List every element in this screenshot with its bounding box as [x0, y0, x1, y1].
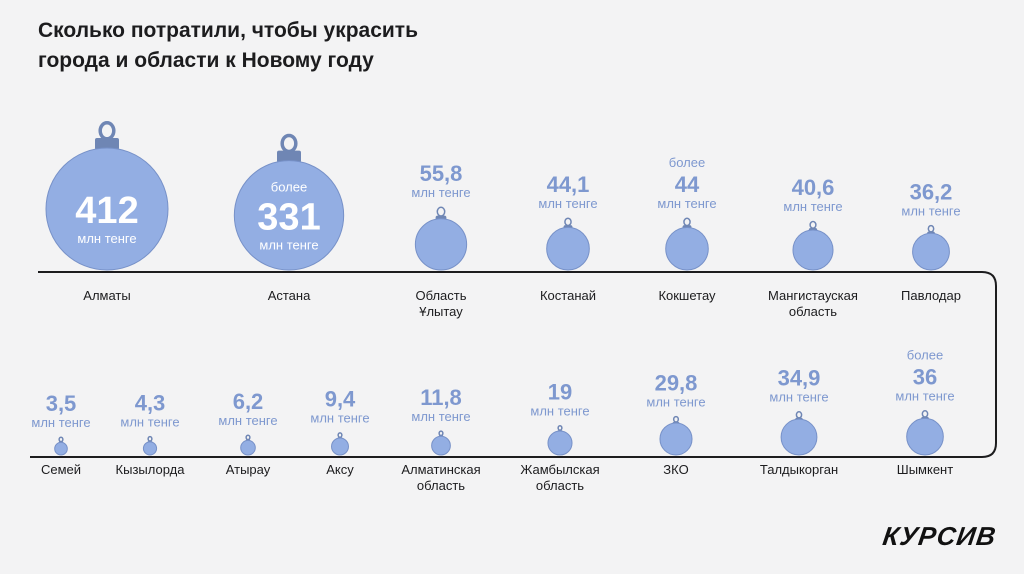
ornament-hanger	[809, 220, 817, 230]
ornament-ball	[233, 160, 345, 271]
unit-label: млн тенге	[310, 411, 369, 426]
unit-label: млн тенге	[895, 388, 954, 403]
unit-label: млн тенге	[259, 237, 318, 252]
chart-title-line-2: города и области к Новому году	[38, 49, 374, 72]
category-label: Алматы	[83, 288, 130, 303]
category-label: Семей	[41, 462, 81, 477]
ornament-hanger	[245, 434, 251, 441]
unit-label: млн тенге	[411, 185, 470, 200]
ornament-hanger	[683, 217, 691, 227]
value-label: 36	[913, 364, 937, 389]
category-label: Талдыкорган	[760, 462, 838, 477]
value-prefix: более	[669, 155, 705, 170]
chart-title: Сколько потратили, чтобы украсить города…	[38, 16, 558, 76]
ornament-ball	[912, 232, 950, 271]
ornament-ball	[906, 417, 944, 456]
ornament-hanger	[58, 436, 64, 443]
unit-label: млн тенге	[411, 409, 470, 424]
ornament-ball	[240, 439, 256, 456]
ornament-ball	[546, 226, 590, 271]
ornament-hanger	[147, 435, 153, 442]
category-label: область	[417, 478, 465, 493]
ornament-hanger	[672, 415, 680, 423]
value-label: 44	[675, 172, 700, 197]
ornament-ball	[792, 229, 834, 271]
unit-label: млн тенге	[783, 199, 842, 214]
category-label: Мангистауская	[768, 288, 858, 303]
category-label: Аксу	[326, 462, 354, 477]
ornament-ball	[142, 441, 158, 456]
value-label: 40,6	[792, 175, 835, 200]
ornament-hanger	[436, 206, 446, 217]
ornament-hanger	[921, 410, 929, 418]
value-label: 29,8	[655, 370, 698, 395]
value-label: 36,2	[910, 179, 953, 204]
ornament-ball	[665, 226, 709, 271]
value-label: 34,9	[778, 366, 821, 391]
category-label: Алматинская	[401, 462, 480, 477]
ornament-hanger	[557, 425, 563, 431]
category-label: Кокшетау	[658, 288, 716, 303]
unit-label: млн тенге	[218, 413, 277, 428]
value-label: 19	[548, 380, 572, 405]
value-label: 331	[257, 196, 320, 238]
ornament-hanger	[438, 430, 444, 437]
ornament-hanger	[337, 432, 343, 439]
ornament-cap	[277, 150, 301, 163]
value-label: 55,8	[420, 161, 463, 186]
unit-label: млн тенге	[538, 196, 597, 211]
value-label: 9,4	[325, 387, 356, 412]
ornament-hanger	[98, 121, 116, 141]
value-label: 11,8	[420, 385, 462, 410]
unit-label: млн тенге	[657, 196, 716, 211]
value-prefix: более	[271, 179, 307, 194]
ornament-ball	[414, 218, 468, 271]
value-label: 412	[75, 190, 138, 232]
unit-label: млн тенге	[530, 404, 589, 419]
unit-label: млн тенге	[31, 415, 90, 430]
timeline-line	[30, 271, 997, 458]
value-label: 4,3	[135, 390, 166, 415]
ornament-ball	[780, 418, 818, 456]
unit-label: млн тенге	[769, 390, 828, 405]
value-prefix: более	[907, 347, 943, 362]
brand-logo: КУРСИВ	[880, 521, 999, 551]
ornament-ball	[547, 430, 573, 456]
unit-label: млн тенге	[120, 414, 179, 429]
ornament-ball	[431, 435, 451, 456]
ornament-hanger	[280, 133, 298, 154]
category-label: Астана	[268, 288, 311, 303]
ornament-hanger	[795, 411, 803, 419]
ornament-ball	[45, 147, 169, 271]
category-label: Жамбылская	[520, 462, 599, 477]
category-label: Атырау	[226, 462, 271, 477]
unit-label: млн тенге	[901, 203, 960, 218]
unit-label: млн тенге	[646, 394, 705, 409]
category-label: Кызылорда	[116, 462, 186, 477]
category-label: Костанай	[540, 288, 596, 303]
value-label: 44,1	[547, 172, 590, 197]
category-label: Шымкент	[897, 462, 953, 477]
category-label: Павлодар	[901, 288, 961, 303]
ornament-ball	[54, 441, 68, 456]
ornament-ball	[331, 437, 349, 456]
category-label: область	[536, 478, 584, 493]
ornament-hanger	[564, 217, 572, 227]
category-label: Область	[415, 288, 466, 303]
value-label: 3,5	[46, 391, 77, 416]
category-label: область	[789, 304, 837, 319]
unit-label: млн тенге	[77, 231, 136, 246]
category-label: Ұлытау	[419, 304, 463, 319]
value-label: 6,2	[233, 389, 264, 414]
ornament-cap	[95, 138, 119, 150]
category-label: ЗКО	[663, 462, 688, 477]
ornament-ball	[659, 422, 693, 456]
chart-title-line-1: Сколько потратили, чтобы украсить	[38, 19, 418, 42]
ornament-hanger	[927, 224, 935, 233]
